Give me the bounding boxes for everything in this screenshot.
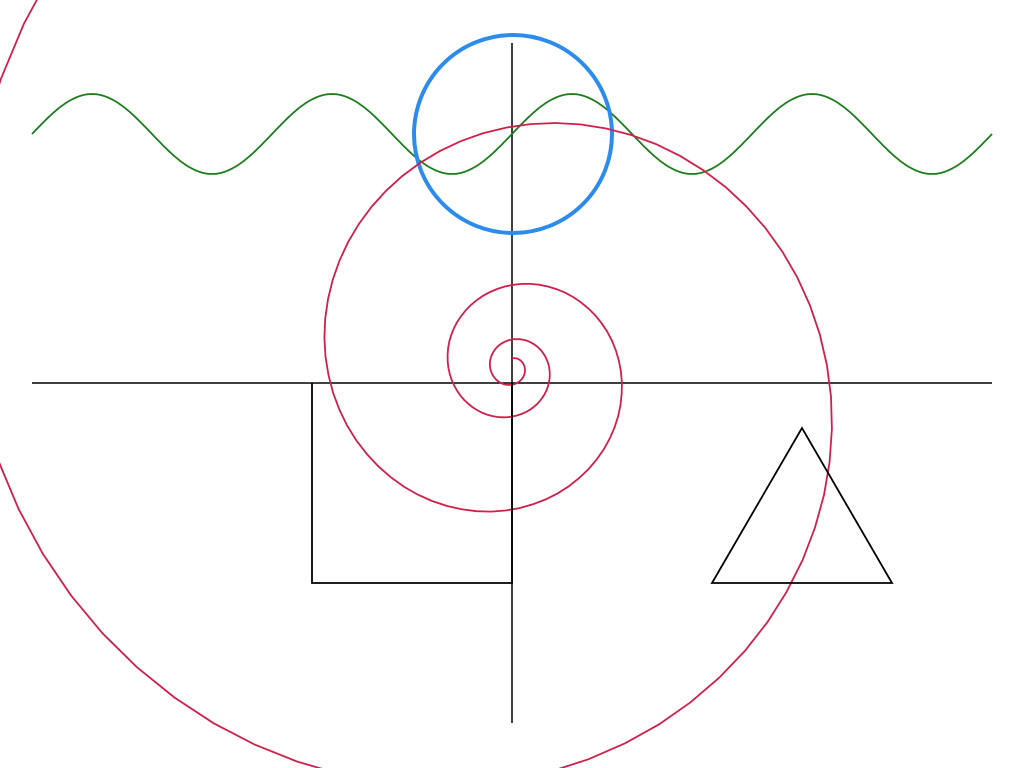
sine-wave bbox=[31, 93, 993, 175]
square bbox=[311, 383, 513, 584]
circle bbox=[412, 33, 614, 235]
spiral bbox=[0, 0, 833, 768]
triangle bbox=[710, 426, 894, 584]
